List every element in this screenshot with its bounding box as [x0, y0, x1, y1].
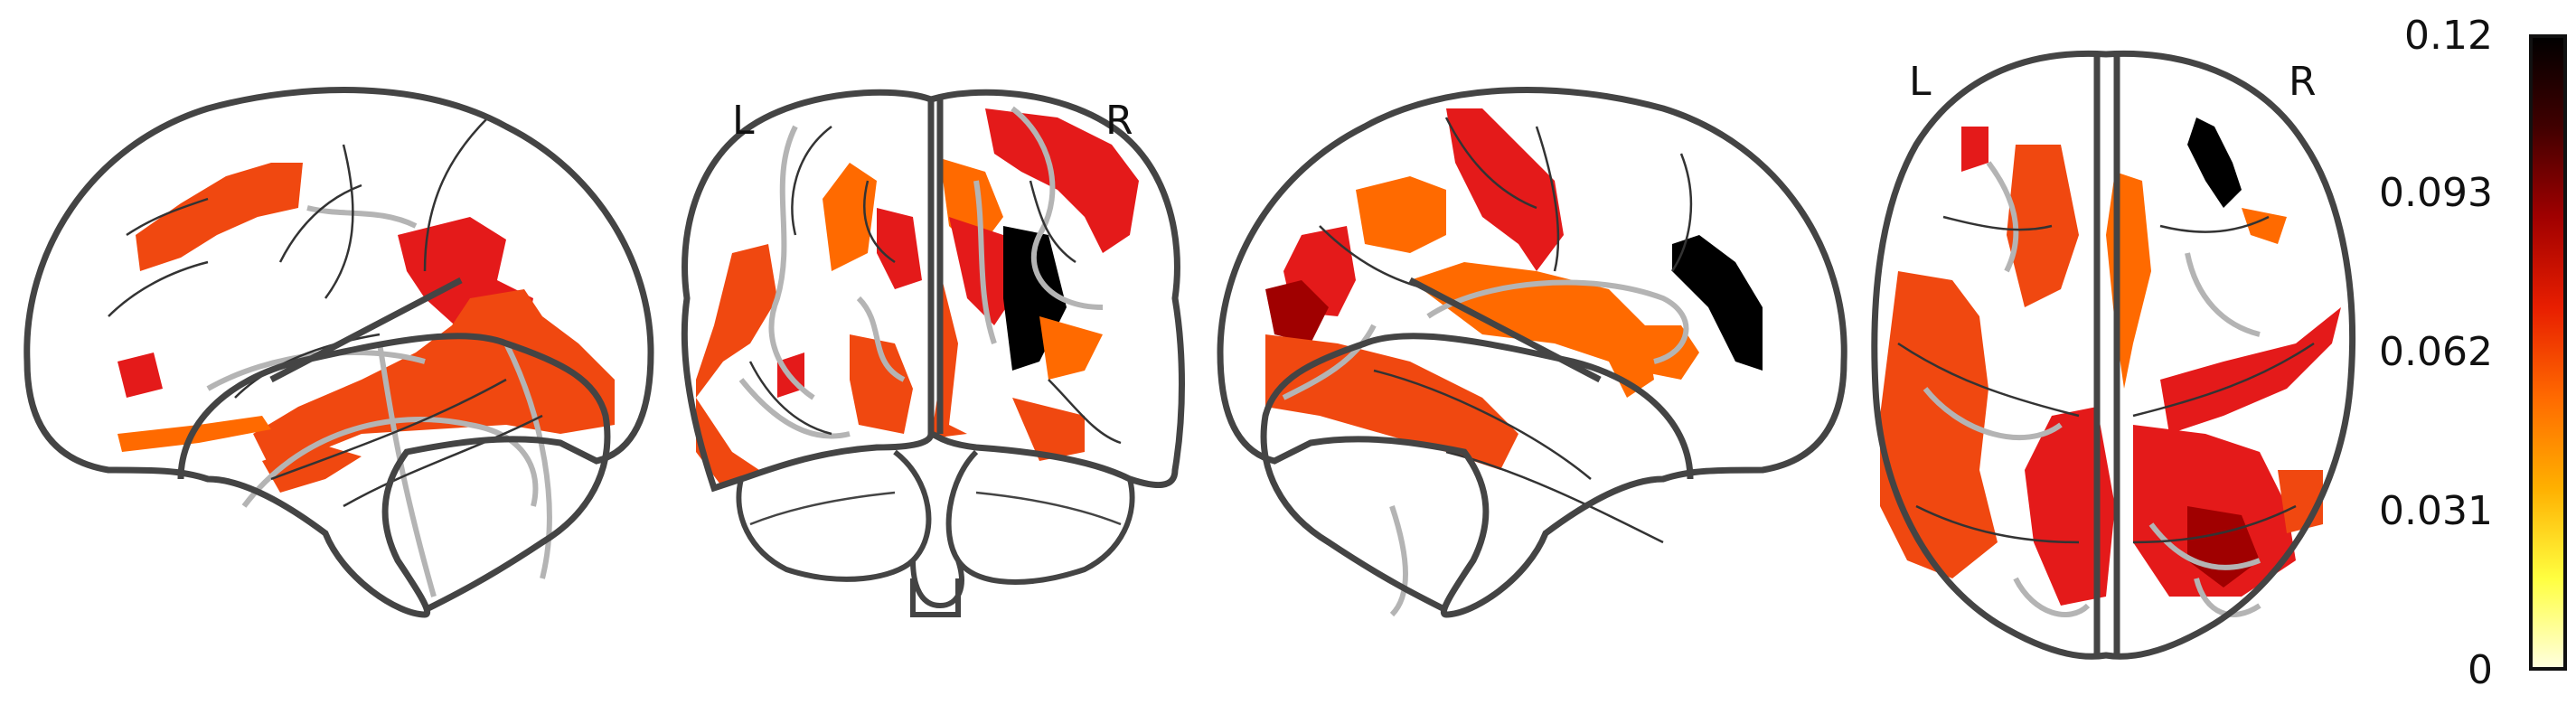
stem-line-left-sagittal — [269, 277, 463, 383]
sulci-left-sagittal — [108, 117, 543, 508]
coronal-label-left: L — [732, 98, 755, 144]
brain-outline-axial — [1871, 50, 2356, 660]
activation-blobs-right-sagittal — [1265, 108, 1763, 470]
sulci-coronal — [748, 126, 1122, 445]
guide-lines-axial — [1923, 161, 2261, 617]
axial-label-right: R — [2289, 59, 2317, 105]
sagittal-left-view — [24, 87, 654, 618]
cerebellum-outline-left-sagittal — [177, 333, 611, 614]
axial-view: L R — [1871, 50, 2356, 660]
guide-lines-left-sagittal — [206, 205, 552, 597]
colorbar-gradient — [2531, 36, 2565, 669]
axial-label-left: L — [1909, 59, 1932, 105]
cerebellum-outline-coronal — [736, 449, 1135, 617]
colorbar-tick-4: 0 — [2468, 647, 2493, 693]
cerebellum-outline-right-sagittal — [1260, 333, 1694, 614]
sulci-right-sagittal — [1319, 117, 1693, 544]
stem-line-right-sagittal — [1408, 277, 1602, 383]
guide-lines-coronal — [738, 106, 1104, 439]
colorbar-tick-3: 0.031 — [2379, 488, 2493, 534]
coronal-view: L R — [681, 89, 1185, 617]
colorbar-frame — [2529, 34, 2567, 671]
guide-lines-right-sagittal — [1282, 279, 1689, 617]
colorbar-tick-2: 0.062 — [2379, 329, 2493, 375]
cerebellum-folia-coronal — [749, 491, 1122, 526]
colorbar-tick-1: 0.093 — [2379, 170, 2493, 216]
sulci-axial — [1897, 215, 2315, 544]
midline-axial — [2093, 54, 2120, 655]
coronal-label-right: R — [1105, 98, 1133, 144]
brain-outline-coronal — [681, 89, 1185, 493]
colorbar-tick-0: 0.12 — [2404, 13, 2493, 59]
brain-outline-right-sagittal — [1217, 87, 1847, 618]
midline-coronal — [927, 99, 944, 434]
activation-blobs-axial — [1880, 118, 2341, 606]
brain-outline-left-sagittal — [24, 87, 654, 618]
activation-blobs-coronal — [696, 108, 1139, 488]
colorbar — [2529, 34, 2567, 671]
sagittal-right-view — [1217, 87, 1847, 618]
